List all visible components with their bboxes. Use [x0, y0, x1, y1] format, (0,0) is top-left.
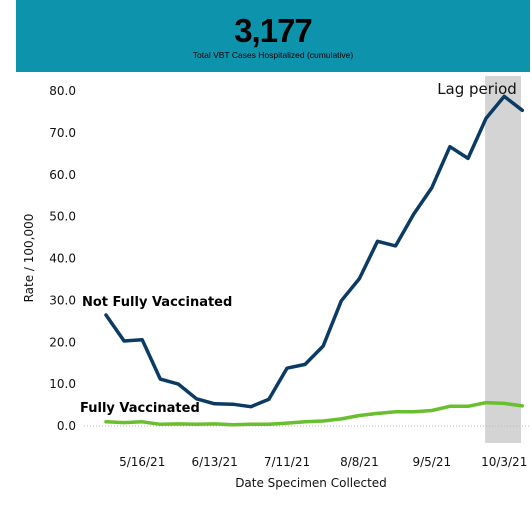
series-line-not-fully-vaccinated: [104, 94, 525, 409]
x-tick-label: 8/8/21: [340, 455, 379, 469]
x-tick-label: 10/3/21: [481, 455, 527, 469]
y-axis-title: Rate / 100,000: [22, 214, 36, 303]
lag-period-label: Lag period: [437, 80, 517, 98]
y-tick-label: 50.0: [49, 210, 76, 224]
y-tick-label: 80.0: [49, 84, 76, 98]
x-tick-label: 6/13/21: [191, 455, 237, 469]
x-axis-title: Date Specimen Collected: [235, 476, 387, 490]
series-label-fully-vaccinated: Fully Vaccinated: [80, 401, 200, 416]
cumulative-count: 3,177: [234, 12, 313, 49]
y-tick-label: 60.0: [49, 168, 76, 182]
x-tick-label: 9/5/21: [412, 455, 451, 469]
lag-period-band: [485, 76, 521, 443]
y-tick-label: 70.0: [49, 126, 76, 140]
y-tick-label: 40.0: [49, 252, 76, 266]
series-line-fully-vaccinated: [104, 400, 525, 427]
x-tick-label: 5/16/21: [119, 455, 165, 469]
cumulative-count-label: Total VBT Cases Hospitalized (cumulative…: [192, 50, 354, 60]
y-tick-label: 10.0: [49, 377, 76, 391]
y-tick-label: 30.0: [49, 293, 76, 307]
series-label-not-fully-vaccinated: Not Fully Vaccinated: [82, 295, 232, 310]
summary-banner: 3,177 Total VBT Cases Hospitalized (cumu…: [16, 0, 530, 72]
y-tick-label: 20.0: [49, 335, 76, 349]
x-tick-label: 7/11/21: [264, 455, 310, 469]
y-tick-label: 0.0: [57, 419, 76, 433]
